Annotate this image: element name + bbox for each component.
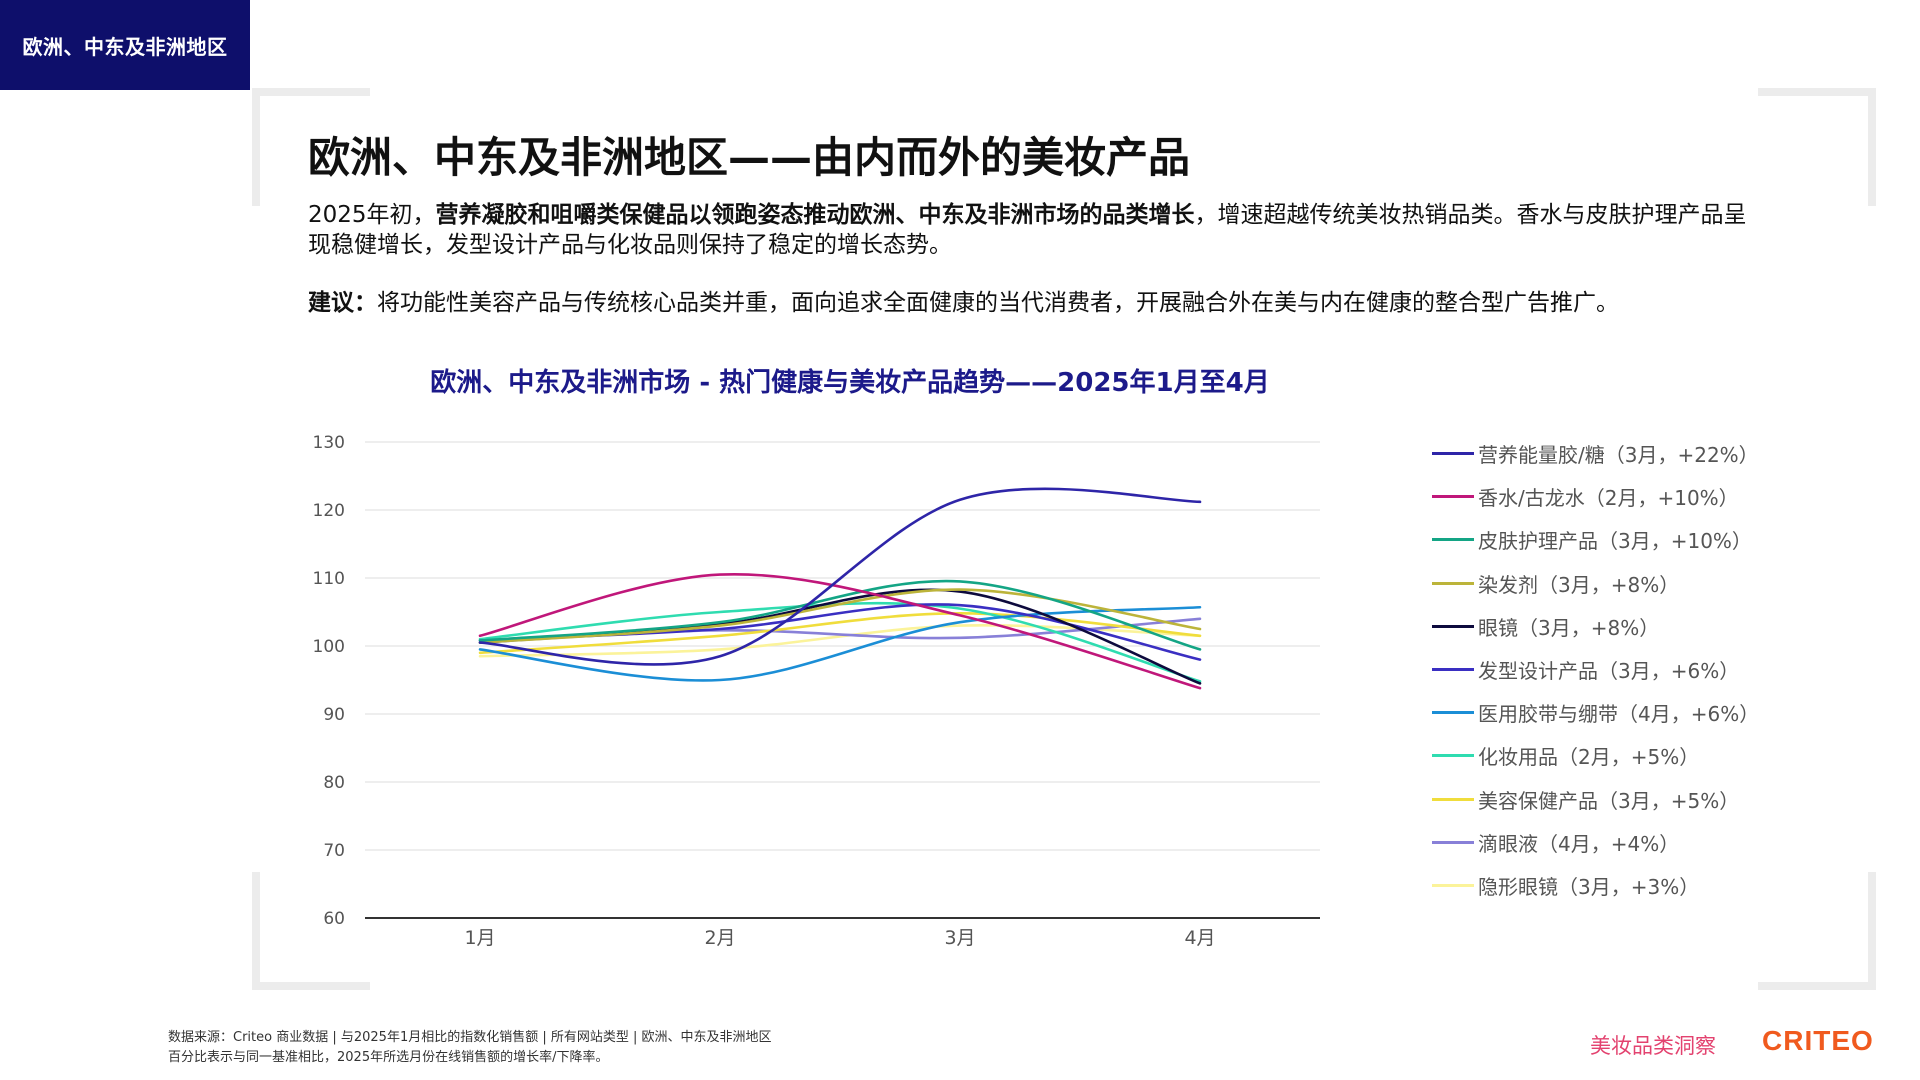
legend-label: 隐形眼镜（3月，+3%） [1478, 874, 1700, 899]
frame-corner-bottom-right [1758, 872, 1876, 990]
brand-label: 美妆品类洞察 [1590, 1034, 1716, 1058]
legend-swatch [1432, 581, 1474, 585]
frame-corner-top-right [1758, 88, 1876, 206]
intro-suffix: ，增速超越传统美妆热销品类。香水与皮肤护理产品呈现稳健增长，发型设计产品与化妆品… [308, 202, 1747, 258]
series-line [478, 612, 1202, 655]
y-tick-label: 90 [323, 705, 345, 725]
chart-title: 欧洲、中东及非洲市场 - 热门健康与美妆产品趋势——2025年1月至4月 [430, 368, 1270, 398]
legend-item: 染发剂（3月，+8%） [1432, 562, 1792, 605]
legend-label: 营养能量胶/糖（3月，+22%） [1478, 443, 1759, 468]
y-tick-label: 130 [313, 433, 345, 453]
footer-explanation: 百分比表示与同一基准相比，2025年所选月份在线销售额的增长率/下降率。 [168, 1050, 609, 1065]
frame-corner-top-left [252, 88, 370, 206]
intro-prefix: 2025年初， [308, 202, 436, 228]
legend-item: 美容保健产品（3月，+5%） [1432, 778, 1792, 821]
legend-swatch [1432, 883, 1474, 887]
legend-label: 化妆用品（2月，+5%） [1478, 745, 1700, 770]
y-tick-label: 60 [323, 909, 345, 929]
legend-swatch [1432, 840, 1474, 844]
series-line [478, 572, 1202, 690]
legend-swatch [1432, 754, 1474, 758]
legend-swatch [1432, 452, 1474, 456]
y-tick-label: 120 [313, 501, 345, 521]
chart-legend: 营养能量胶/糖（3月，+22%） 香水/古龙水（2月，+10%） 皮肤护理产品（3月… [1432, 432, 1792, 907]
legend-label: 皮肤护理产品（3月，+10%） [1478, 529, 1752, 554]
legend-label: 美容保健产品（3月，+5%） [1478, 788, 1740, 813]
legend-label: 香水/古龙水（2月，+10%） [1478, 486, 1739, 511]
footer-source: 数据来源：Criteo 商业数据 | 与2025年1月相比的指数化销售额 | 所… [168, 1030, 772, 1045]
y-tick-label: 100 [313, 637, 345, 657]
footer-note: 数据来源：Criteo 商业数据 | 与2025年1月相比的指数化销售额 | 所… [168, 1028, 772, 1068]
series-line [478, 579, 1202, 651]
legend-swatch [1432, 668, 1474, 672]
series-line [478, 588, 1202, 644]
legend-item: 眼镜（3月，+8%） [1432, 605, 1792, 648]
legend-swatch [1432, 538, 1474, 542]
legend-label: 发型设计产品（3月，+6%） [1478, 659, 1740, 684]
legend-item: 医用胶带与绷带（4月，+6%） [1432, 691, 1792, 734]
legend-label: 染发剂（3月，+8%） [1478, 572, 1680, 597]
page-title: 欧洲、中东及非洲地区——由内而外的美妆产品 [308, 133, 1191, 182]
legend-label: 眼镜（3月，+8%） [1478, 615, 1660, 640]
legend-item: 香水/古龙水（2月，+10%） [1432, 475, 1792, 518]
legend-swatch [1432, 495, 1474, 499]
legend-item: 发型设计产品（3月，+6%） [1432, 648, 1792, 691]
advice-paragraph: 建议：将功能性美容产品与传统核心品类并重，面向追求全面健康的当代消费者，开展融合… [308, 288, 1758, 318]
x-tick-label: 3月 [944, 927, 975, 949]
intro-paragraph: 2025年初，营养凝胶和咀嚼类保健品以领跑姿态推动欧洲、中东及非洲市场的品类增长… [308, 200, 1758, 260]
legend-item: 营养能量胶/糖（3月，+22%） [1432, 432, 1792, 475]
legend-swatch [1432, 711, 1474, 715]
legend-item: 化妆用品（2月，+5%） [1432, 734, 1792, 777]
x-tick-label: 4月 [1184, 927, 1215, 949]
advice-text: 将功能性美容产品与传统核心品类并重，面向追求全面健康的当代消费者，开展融合外在美… [377, 290, 1619, 316]
legend-item: 皮肤护理产品（3月，+10%） [1432, 518, 1792, 561]
legend-item: 滴眼液（4月，+4%） [1432, 821, 1792, 864]
legend-swatch [1432, 797, 1474, 801]
criteo-logo: CRITEO [1762, 1025, 1874, 1056]
legend-label: 医用胶带与绷带（4月，+6%） [1478, 702, 1760, 727]
legend-swatch [1432, 624, 1474, 628]
series-line [478, 487, 1202, 666]
intro-highlight: 营养凝胶和咀嚼类保健品以领跑姿态推动欧洲、中东及非洲市场的品类增长 [435, 202, 1195, 228]
x-tick-label: 2月 [704, 927, 735, 949]
y-tick-label: 70 [323, 841, 345, 861]
legend-item: 隐形眼镜（3月，+3%） [1432, 864, 1792, 907]
series-line [478, 605, 1202, 682]
advice-label: 建议： [308, 290, 377, 316]
y-tick-label: 80 [323, 773, 345, 793]
legend-label: 滴眼液（4月，+4%） [1478, 831, 1680, 856]
y-tick-label: 110 [313, 569, 345, 589]
x-tick-label: 1月 [464, 927, 495, 949]
region-tag: 欧洲、中东及非洲地区 [0, 0, 250, 90]
frame-corner-bottom-left [252, 872, 370, 990]
